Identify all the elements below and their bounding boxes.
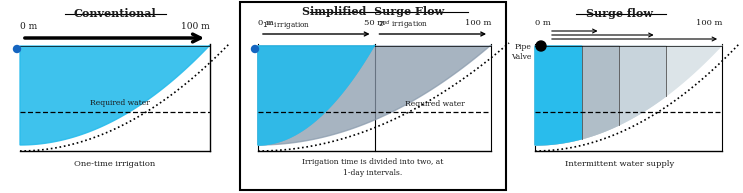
- Text: Simplified  Surge Flow: Simplified Surge Flow: [302, 6, 444, 17]
- Text: Pipe
Valve: Pipe Valve: [510, 43, 531, 61]
- Polygon shape: [20, 45, 210, 145]
- Text: Conventional: Conventional: [74, 8, 156, 19]
- Polygon shape: [535, 46, 619, 145]
- Text: 0 m: 0 m: [535, 19, 551, 27]
- Text: Irrigation time is divided into two, at
1-day intervals.: Irrigation time is divided into two, at …: [302, 158, 444, 177]
- Polygon shape: [258, 45, 491, 145]
- Polygon shape: [258, 45, 374, 145]
- Text: 0 m: 0 m: [258, 19, 273, 27]
- Polygon shape: [535, 45, 722, 145]
- Text: Surge flow: Surge flow: [586, 8, 654, 19]
- Bar: [240, 2, 506, 190]
- Text: 50 m: 50 m: [364, 19, 385, 27]
- Circle shape: [13, 46, 21, 52]
- Polygon shape: [258, 45, 374, 145]
- Polygon shape: [535, 46, 666, 145]
- Text: 100 m: 100 m: [464, 19, 491, 27]
- Text: One-time irrigation: One-time irrigation: [74, 160, 155, 168]
- Polygon shape: [535, 46, 582, 145]
- Text: Required water: Required water: [405, 100, 464, 108]
- Circle shape: [251, 46, 259, 52]
- Text: 100 m: 100 m: [695, 19, 722, 27]
- Text: 100 m: 100 m: [181, 22, 210, 31]
- Text: $1^{st}$ irrigation: $1^{st}$ irrigation: [262, 19, 311, 32]
- Circle shape: [536, 41, 546, 51]
- Text: Required water: Required water: [90, 99, 150, 107]
- Text: $2^{nd}$ irrigation: $2^{nd}$ irrigation: [378, 19, 429, 32]
- Text: Intermittent water supply: Intermittent water supply: [565, 160, 675, 168]
- Text: 0 m: 0 m: [20, 22, 37, 31]
